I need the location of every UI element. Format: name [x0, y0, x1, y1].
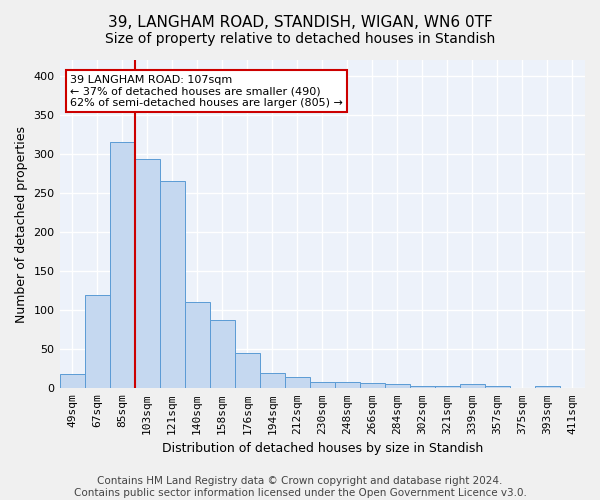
- Bar: [310, 382, 335, 388]
- Bar: [185, 302, 209, 388]
- Text: Size of property relative to detached houses in Standish: Size of property relative to detached ho…: [105, 32, 495, 46]
- Bar: [535, 386, 560, 388]
- Bar: [460, 384, 485, 388]
- Bar: [260, 372, 285, 388]
- Bar: [209, 320, 235, 388]
- Bar: [335, 382, 360, 388]
- Text: 39 LANGHAM ROAD: 107sqm
← 37% of detached houses are smaller (490)
62% of semi-d: 39 LANGHAM ROAD: 107sqm ← 37% of detache…: [70, 75, 343, 108]
- Bar: [59, 374, 85, 388]
- Bar: [235, 353, 260, 388]
- Bar: [110, 142, 134, 388]
- Bar: [435, 386, 460, 388]
- Bar: [160, 181, 185, 388]
- Bar: [85, 294, 110, 388]
- Y-axis label: Number of detached properties: Number of detached properties: [15, 126, 28, 322]
- Bar: [285, 376, 310, 388]
- Bar: [360, 383, 385, 388]
- Bar: [485, 386, 510, 388]
- Bar: [385, 384, 410, 388]
- Text: 39, LANGHAM ROAD, STANDISH, WIGAN, WN6 0TF: 39, LANGHAM ROAD, STANDISH, WIGAN, WN6 0…: [107, 15, 493, 30]
- Text: Contains HM Land Registry data © Crown copyright and database right 2024.
Contai: Contains HM Land Registry data © Crown c…: [74, 476, 526, 498]
- Bar: [134, 160, 160, 388]
- Bar: [410, 386, 435, 388]
- X-axis label: Distribution of detached houses by size in Standish: Distribution of detached houses by size …: [161, 442, 483, 455]
